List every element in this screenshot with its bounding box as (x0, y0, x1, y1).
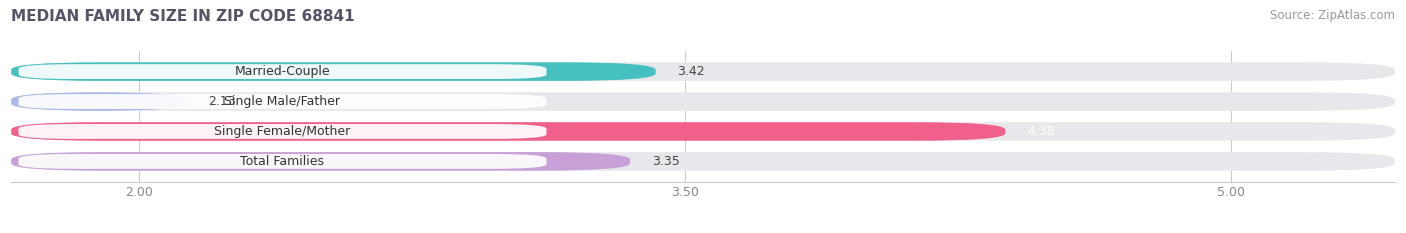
Text: Source: ZipAtlas.com: Source: ZipAtlas.com (1270, 9, 1395, 22)
Text: Married-Couple: Married-Couple (235, 65, 330, 78)
Text: Single Female/Mother: Single Female/Mother (214, 125, 350, 138)
Text: 3.42: 3.42 (678, 65, 706, 78)
Text: 3.35: 3.35 (652, 155, 679, 168)
FancyBboxPatch shape (11, 152, 630, 171)
FancyBboxPatch shape (18, 154, 547, 169)
FancyBboxPatch shape (11, 62, 1395, 81)
Text: Single Male/Father: Single Male/Father (225, 95, 340, 108)
FancyBboxPatch shape (18, 64, 547, 79)
FancyBboxPatch shape (11, 122, 1395, 141)
FancyBboxPatch shape (11, 62, 655, 81)
FancyBboxPatch shape (11, 122, 1005, 141)
Text: 2.13: 2.13 (208, 95, 235, 108)
Text: 4.38: 4.38 (1026, 125, 1054, 138)
FancyBboxPatch shape (11, 152, 1395, 171)
FancyBboxPatch shape (18, 94, 547, 109)
FancyBboxPatch shape (11, 92, 1395, 111)
Text: Total Families: Total Families (240, 155, 325, 168)
FancyBboxPatch shape (11, 92, 186, 111)
FancyBboxPatch shape (18, 124, 547, 139)
Text: MEDIAN FAMILY SIZE IN ZIP CODE 68841: MEDIAN FAMILY SIZE IN ZIP CODE 68841 (11, 9, 354, 24)
